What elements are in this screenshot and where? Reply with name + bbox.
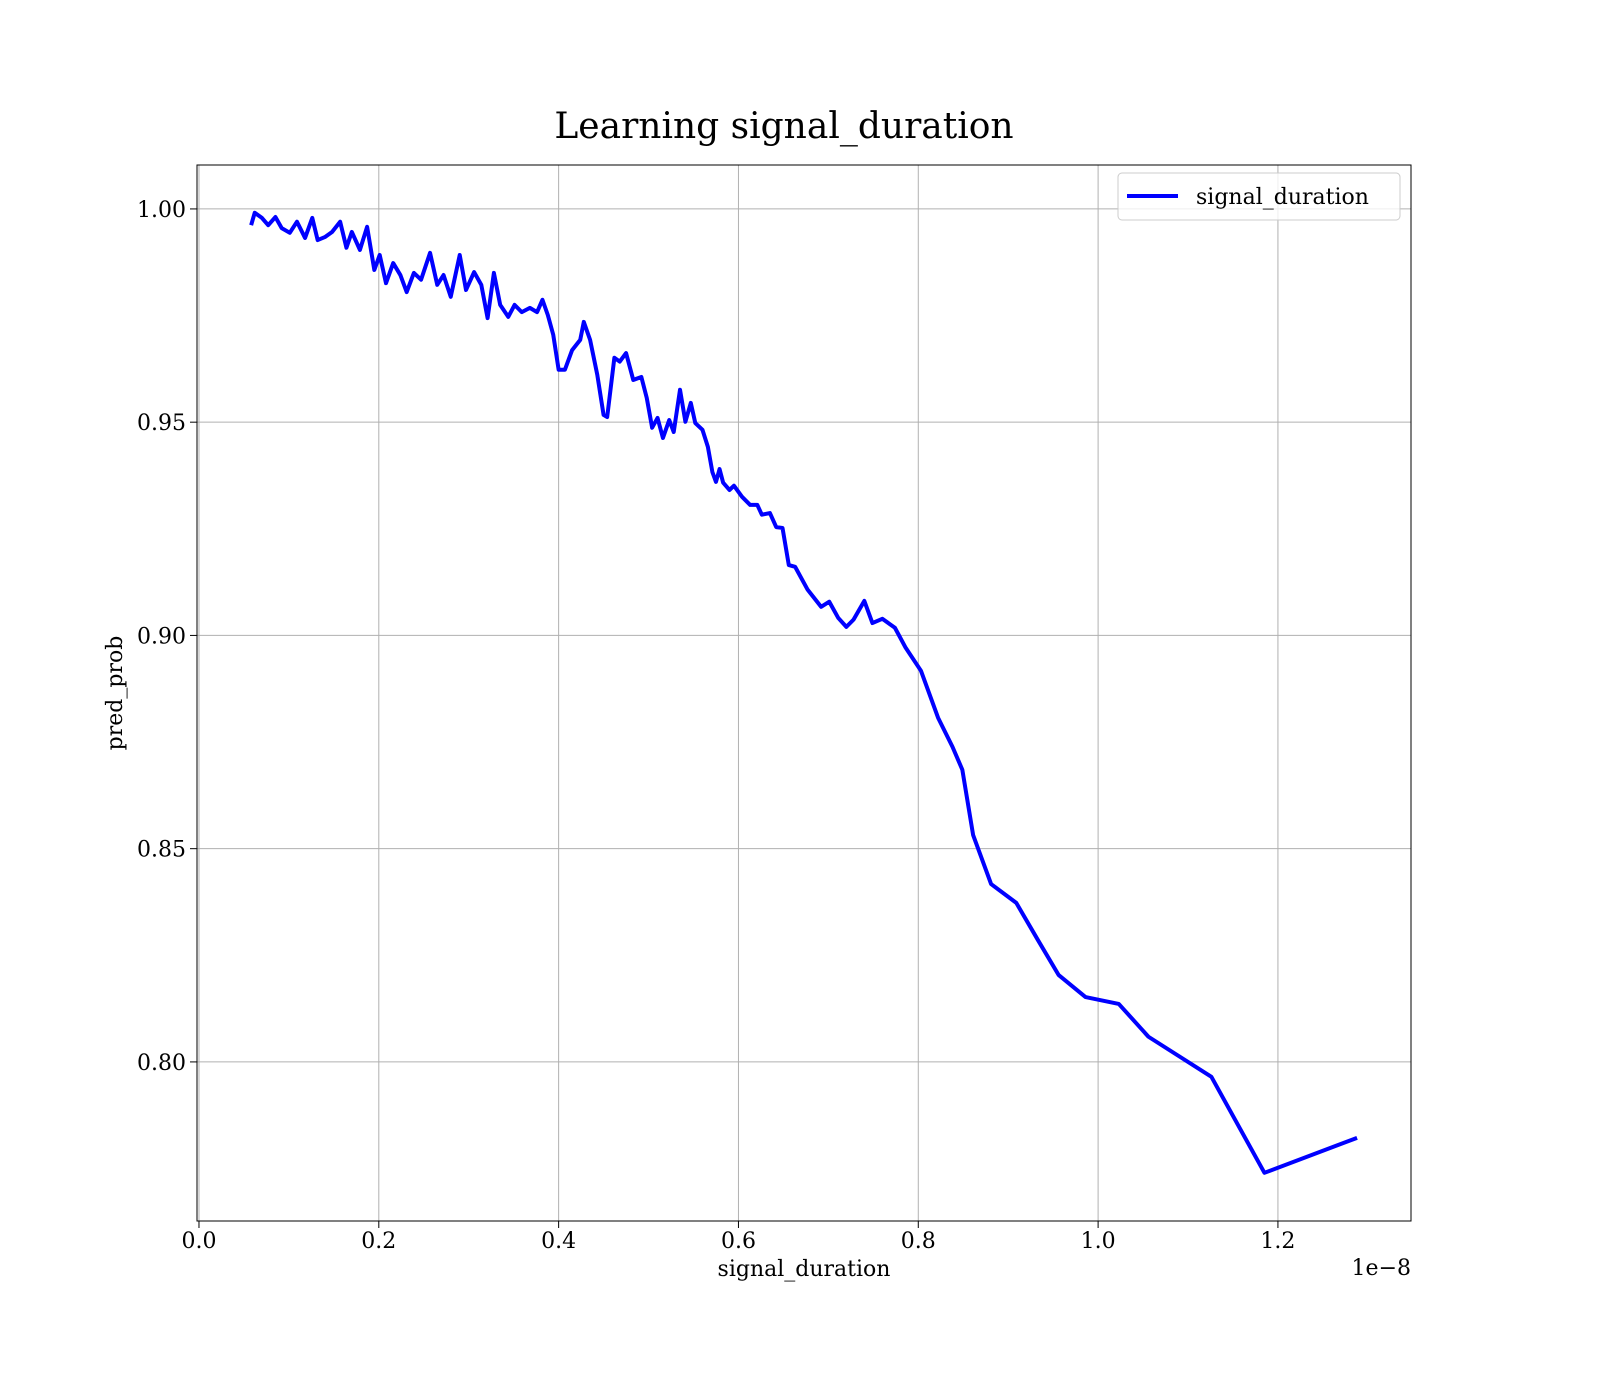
y-tick-label: 0.85 <box>137 838 186 863</box>
data-line <box>249 210 1358 1175</box>
x-tick-label: 0.8 <box>901 1229 936 1254</box>
x-tick-label: 1.0 <box>1081 1229 1116 1254</box>
y-tick-label: 1.00 <box>137 198 186 223</box>
legend-box <box>1117 172 1401 221</box>
x-tick-label: 1.2 <box>1260 1229 1295 1254</box>
y-axis-label: pred_prob <box>103 636 128 751</box>
x-tick-label: 0.6 <box>721 1229 756 1254</box>
y-tick-label: 0.80 <box>137 1051 186 1076</box>
x-axis-label: signal_duration <box>718 1257 891 1282</box>
y-tick-label: 0.95 <box>137 411 186 436</box>
y-tick-label: 0.90 <box>137 624 186 649</box>
legend-label: signal_duration <box>1196 185 1369 210</box>
x-tick-label: 0.2 <box>361 1229 396 1254</box>
chart-title: Learning signal_duration <box>554 106 1013 147</box>
plot-frame <box>196 164 1412 1222</box>
x-tick-label: 0.4 <box>541 1229 576 1254</box>
x-offset-label: 1e−8 <box>1352 1256 1411 1281</box>
x-tick-label: 0.0 <box>181 1229 216 1254</box>
